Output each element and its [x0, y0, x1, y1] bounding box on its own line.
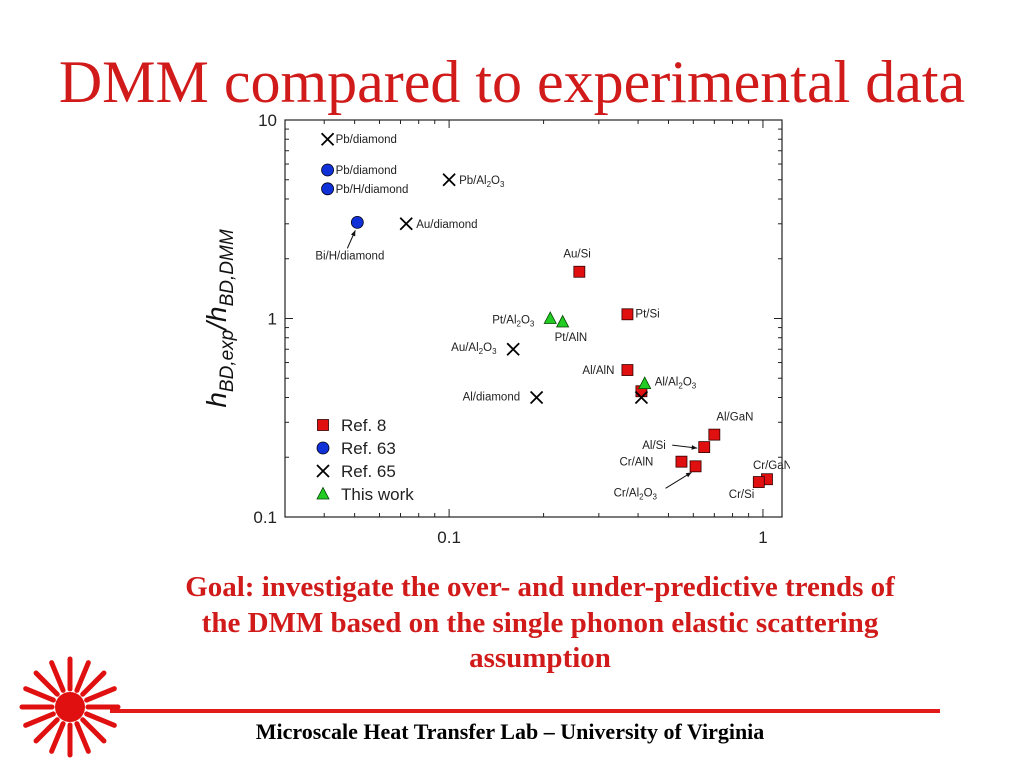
- triangle-marker: [638, 376, 652, 389]
- circle-marker: [350, 215, 364, 229]
- point-label: Au/Si: [563, 249, 591, 261]
- point-label: Cr/GaN: [753, 460, 790, 472]
- y-tick-label: 10: [258, 111, 277, 130]
- footer-text: Microscale Heat Transfer Lab – Universit…: [255, 719, 765, 744]
- y-label-h2: h: [201, 306, 232, 322]
- square-marker: [689, 460, 702, 473]
- point-label: Pt/Al2O3: [492, 315, 535, 329]
- annotation-arrow-head: [685, 472, 692, 478]
- triangle-marker: [555, 314, 570, 328]
- square-marker: [708, 428, 721, 441]
- legend-label: Ref. 63: [341, 439, 396, 458]
- square-marker: [752, 476, 765, 488]
- point-label: Pb/diamond: [336, 165, 397, 177]
- point-label: Pb/H/diamond: [336, 184, 409, 196]
- point-label: Bi/H/diamond: [315, 250, 384, 262]
- point-label: Au/diamond: [416, 219, 477, 231]
- point-label: Al/diamond: [463, 391, 521, 403]
- legend-marker: [316, 486, 330, 500]
- point-label: Al/GaN: [716, 412, 753, 424]
- lab-logo-icon: [19, 656, 121, 758]
- y-tick-label: 0.1: [253, 508, 277, 527]
- x-tick-label: 0.1: [437, 528, 461, 547]
- point-labels: Au/Si Pt/Si Al/AlN Al/GaN Al/Si Cr/AlN Cr/GaN C…: [315, 134, 790, 501]
- y-label-sub2: BD,DMM: [217, 229, 238, 306]
- footer-divider: [110, 709, 940, 713]
- legend-label: This work: [341, 485, 414, 504]
- y-axis-label: hBD,exp/hBD,DMM: [201, 229, 238, 407]
- x-tick-label: 1: [758, 528, 767, 547]
- x-marker: [399, 217, 413, 231]
- annotation-arrow-head: [350, 230, 356, 237]
- chart-legend: Ref. 8 Ref. 63 Ref. 65 This work: [316, 416, 414, 504]
- x-marker: [506, 342, 520, 356]
- point-label: Pt/Si: [635, 308, 659, 320]
- slide-title: DMM compared to experimental data: [58, 49, 966, 115]
- y-axis-label-text: hBD,exp/hBD,DMM: [201, 229, 238, 407]
- annotation-arrow-head: [691, 445, 698, 450]
- legend-marker: [317, 419, 329, 431]
- y-label-h1: h: [201, 392, 232, 408]
- square-marker: [621, 364, 634, 376]
- point-label: Cr/AlN: [619, 457, 653, 469]
- circle-marker: [321, 182, 334, 196]
- y-label-slash: /: [201, 319, 232, 332]
- square-marker: [698, 441, 711, 453]
- legend-label: Ref. 8: [341, 416, 386, 435]
- square-marker: [675, 455, 688, 468]
- point-label: Al/Si: [642, 440, 666, 452]
- x-marker: [442, 173, 456, 187]
- goal-text: Goal: investigate the over- and under-pr…: [185, 571, 895, 675]
- y-label-sub1: BD,exp: [217, 330, 238, 392]
- point-label: Pt/AlN: [555, 332, 588, 344]
- point-label: Cr/Si: [729, 489, 755, 501]
- point-label: Au/Al2O3: [451, 342, 497, 356]
- point-label: Cr/Al2O3: [614, 487, 658, 501]
- square-marker: [573, 265, 586, 278]
- x-marker: [320, 132, 335, 146]
- triangle-marker: [543, 311, 557, 324]
- x-marker: [634, 390, 649, 405]
- point-label: Pb/Al2O3: [459, 175, 505, 189]
- circle-marker: [321, 163, 334, 177]
- legend-marker: [316, 441, 330, 455]
- point-label: Al/AlN: [582, 365, 614, 377]
- point-label: Pb/diamond: [336, 134, 397, 146]
- point-label: Al/Al2O3: [655, 377, 697, 391]
- chart-axes: 0.1 1 10 0.1 1: [253, 111, 783, 547]
- chart-marks: [320, 132, 773, 488]
- x-marker: [529, 390, 544, 405]
- y-tick-label: 1: [268, 310, 277, 329]
- square-marker: [621, 308, 634, 321]
- legend-label: Ref. 65: [341, 462, 396, 481]
- legend-marker: [316, 464, 330, 478]
